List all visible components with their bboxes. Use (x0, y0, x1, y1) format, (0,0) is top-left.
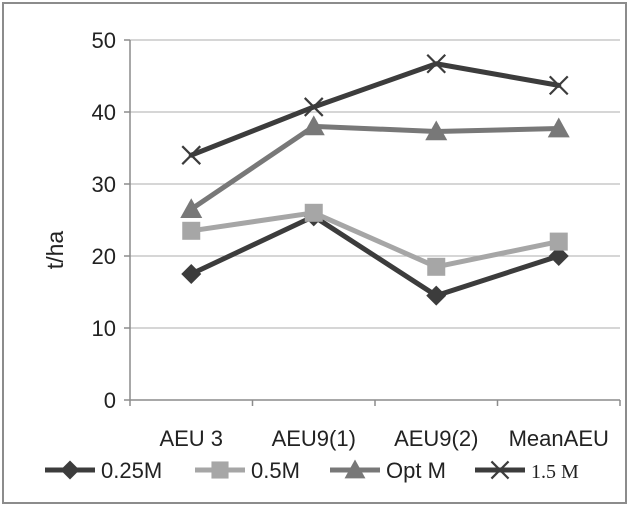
y-tick-label: 40 (92, 100, 116, 125)
legend-marker-1 (60, 460, 80, 480)
chart-frame (2, 2, 627, 504)
x-tick-label: MeanAEU (509, 426, 609, 451)
data-point-2-1 (182, 221, 201, 240)
data-point-2-3 (427, 257, 446, 276)
series-line-4 (188, 61, 562, 158)
data-point-1-4 (548, 246, 569, 266)
data-point-2-2 (304, 203, 323, 222)
data-point-4-1 (181, 145, 202, 165)
marker-x-stroke (181, 145, 202, 165)
data-point-2-4 (549, 232, 568, 251)
legend-label-2: 0.5M (251, 458, 300, 483)
series-line-2 (188, 210, 562, 270)
data-point-3-1 (180, 198, 203, 218)
legend-marker-4 (490, 460, 510, 480)
y-tick-label: 50 (92, 28, 116, 53)
legend-label-4: 1.5 M (531, 461, 579, 483)
data-point-1-3 (426, 285, 447, 306)
y-tick-label: 0 (104, 388, 116, 413)
legend-label-3: Opt M (386, 458, 446, 483)
data-point-1-1 (181, 264, 202, 284)
x-tick-label: AEU 3 (159, 426, 223, 451)
series-line-1 (188, 213, 562, 299)
data-point-4-2 (303, 97, 324, 117)
data-point-3-2 (302, 115, 325, 136)
data-point-3-4 (547, 117, 570, 138)
legend-label-1: 0.25M (101, 458, 162, 483)
y-axis-title: t/ha (42, 231, 68, 270)
y-tick-label: 10 (92, 316, 116, 341)
marker-x-stroke (426, 53, 447, 74)
y-tick-label: 20 (92, 244, 116, 269)
data-point-3-3 (425, 120, 448, 141)
marker-x-stroke (303, 97, 324, 117)
legend-marker-2 (211, 461, 229, 479)
x-tick-label: AEU9(1) (272, 426, 356, 451)
data-point-4-4 (548, 75, 569, 96)
marker-x-stroke (490, 460, 510, 480)
y-tick-label: 30 (92, 172, 116, 197)
x-tick-label: AEU9(2) (394, 426, 478, 451)
marker-x-stroke (548, 75, 569, 96)
data-point-4-3 (426, 53, 447, 74)
legend-marker-3 (344, 459, 366, 479)
series-line-3 (188, 123, 562, 212)
